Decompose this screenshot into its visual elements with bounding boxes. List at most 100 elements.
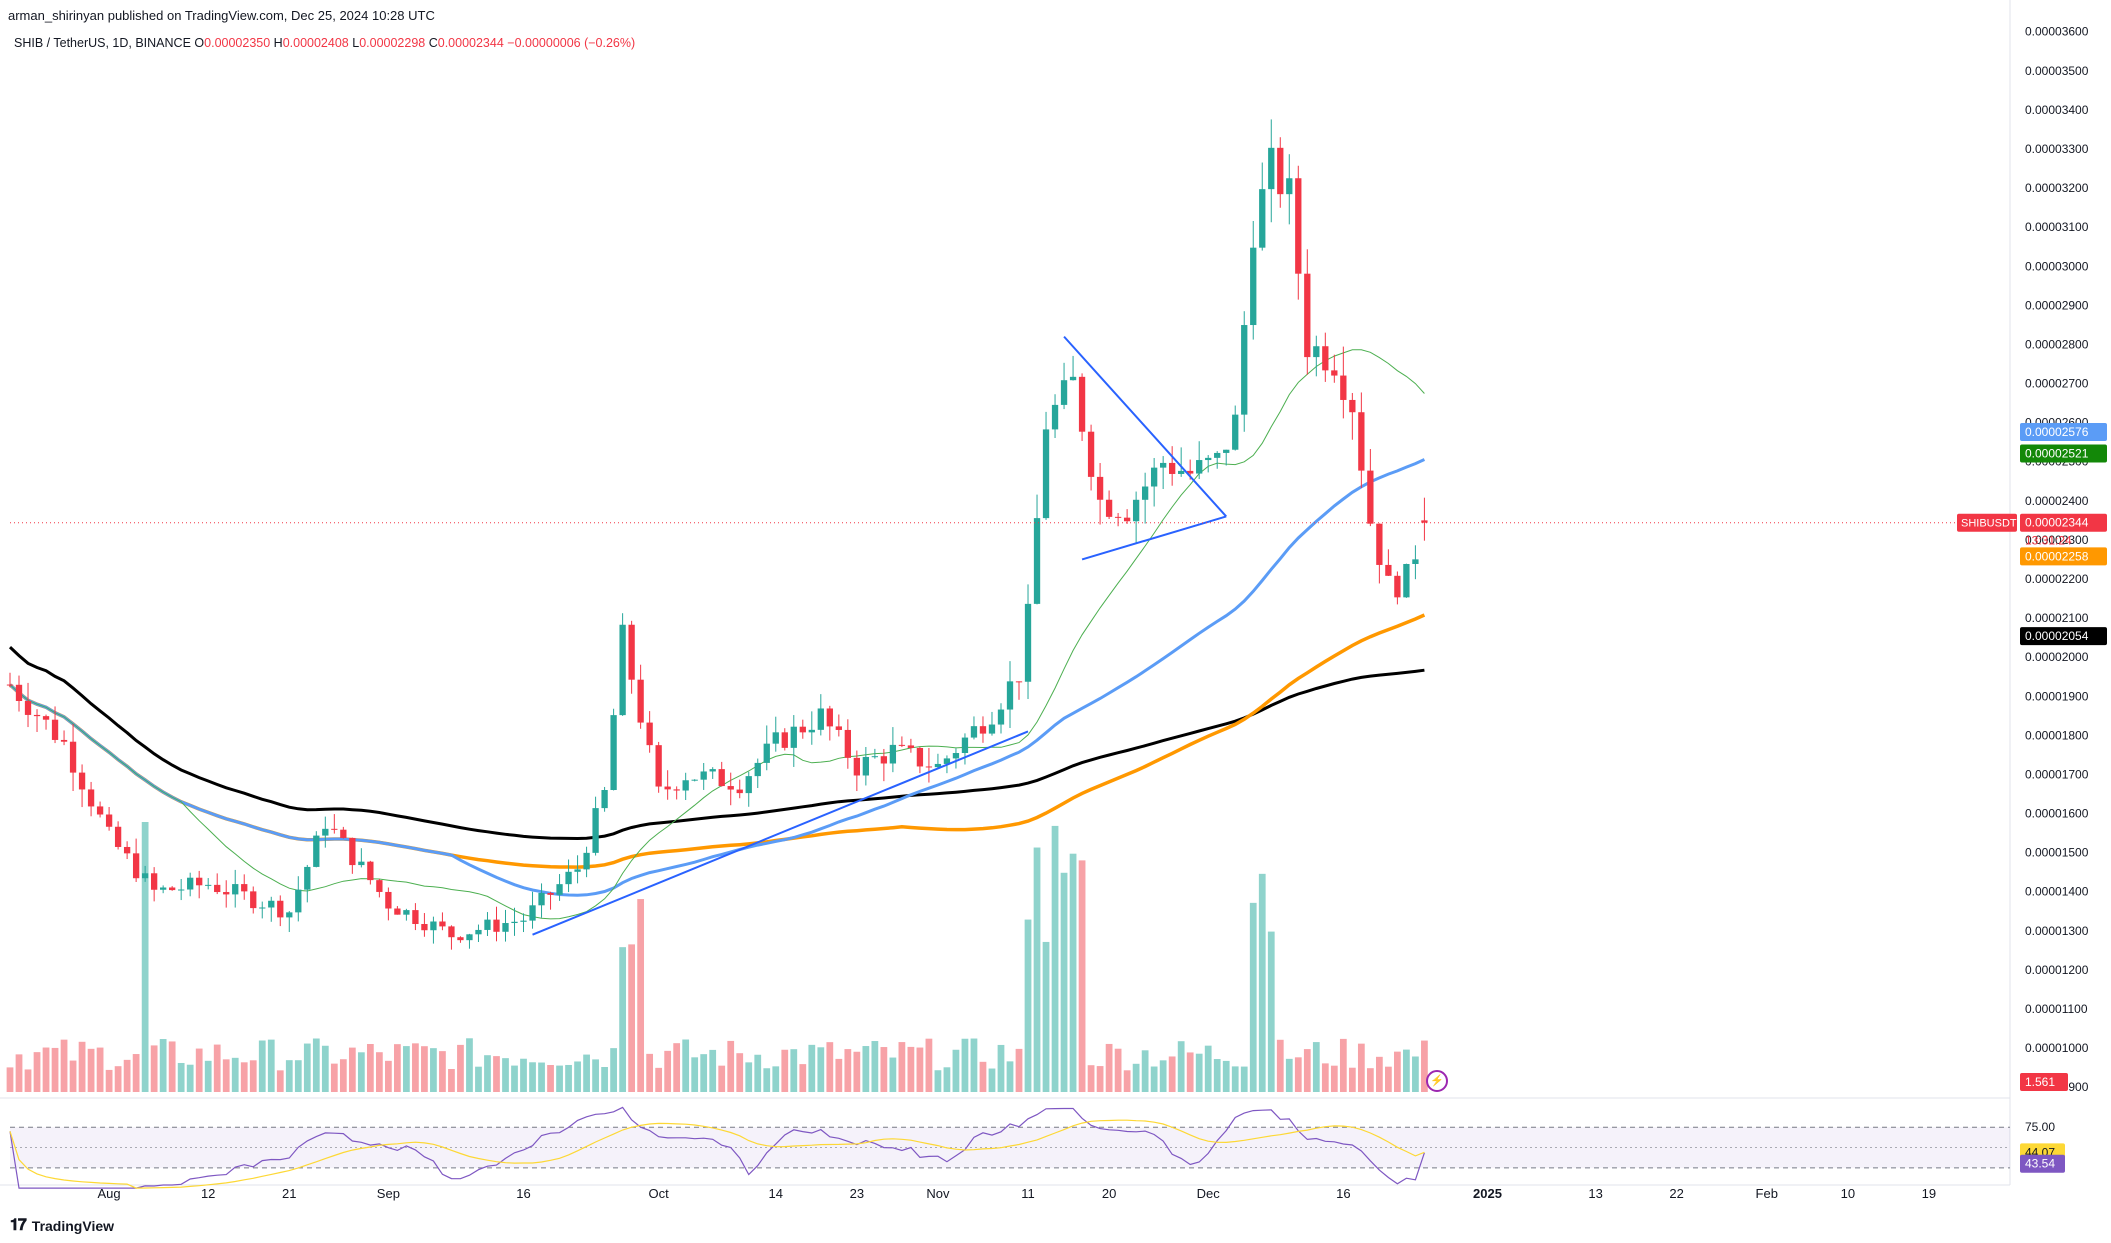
volume-bar: [348, 1047, 356, 1092]
candle-body: [15, 684, 23, 701]
publisher-attribution: arman_shirinyan published on TradingView…: [8, 8, 435, 23]
time-tick-label: Nov: [926, 1186, 950, 1201]
volume-bar: [1186, 1052, 1194, 1092]
candle-body: [808, 729, 815, 733]
candle-body: [1187, 470, 1194, 474]
candle-body: [718, 769, 725, 787]
candle-body: [493, 919, 500, 932]
rsi-value-label: 43.54: [2025, 1157, 2055, 1171]
volume-bar: [574, 1061, 581, 1092]
volume-bar: [24, 1069, 32, 1092]
time-tick-label: 14: [769, 1186, 783, 1201]
candle-body: [592, 808, 599, 853]
candle-body: [421, 924, 428, 931]
candle-body: [24, 700, 32, 715]
candle-body: [367, 861, 374, 881]
volume-bar: [312, 1038, 320, 1092]
volume-bar: [204, 1060, 212, 1092]
candle-body: [1268, 147, 1275, 190]
time-tick-label: Feb: [1756, 1186, 1778, 1201]
candle-body: [970, 726, 978, 738]
price-tick-label: 0.00003200: [2025, 181, 2089, 195]
candle-body: [1060, 380, 1068, 405]
candle-body: [520, 920, 527, 922]
candle-body: [1069, 376, 1077, 381]
candle-body: [1313, 346, 1320, 358]
candle-body: [313, 835, 320, 867]
candle-body: [781, 732, 788, 748]
price-tick-label: 0.00002300: [2025, 533, 2089, 547]
candle-body: [664, 786, 671, 790]
volume-bar: [321, 1045, 329, 1092]
volume-bar: [114, 1066, 122, 1092]
volume-bar: [691, 1057, 699, 1092]
time-tick-label: 12: [201, 1186, 215, 1201]
candle-body: [799, 726, 806, 733]
volume-bar: [339, 1059, 347, 1092]
price-label-badge: [2020, 444, 2107, 463]
candle-body: [141, 873, 149, 879]
candle-body: [916, 747, 924, 767]
candle-body: [682, 780, 689, 791]
candle-body: [60, 739, 68, 742]
candle-body: [565, 871, 572, 885]
candle-body: [430, 921, 437, 931]
candle-body: [1087, 431, 1095, 477]
candle-body: [952, 753, 960, 759]
volume-bar: [1403, 1049, 1410, 1092]
volume-bar: [195, 1048, 203, 1092]
volume-bar: [745, 1062, 753, 1092]
volume-bar: [592, 1059, 599, 1092]
candle-body: [358, 861, 365, 866]
volume-bar: [42, 1047, 50, 1092]
candle-body: [1223, 449, 1230, 453]
candle-body: [1178, 470, 1185, 474]
volume-bar: [1087, 1065, 1095, 1092]
candle-body: [637, 679, 644, 723]
ohlc-close-label: C: [428, 36, 438, 50]
candle-body: [51, 719, 59, 740]
price-tick-label: 0.00001400: [2025, 885, 2089, 899]
candle-body: [1403, 563, 1410, 598]
volume-bar: [799, 1064, 807, 1092]
volume-bar: [1348, 1067, 1356, 1092]
volume-bar: [1385, 1066, 1392, 1092]
volume-bar: [294, 1060, 302, 1092]
price-tick-label: 0.00003100: [2025, 220, 2089, 234]
volume-bar: [1078, 860, 1086, 1092]
candle-body: [511, 921, 518, 924]
volume-bar: [736, 1053, 744, 1092]
volume-bar: [619, 947, 626, 1092]
volume-bar: [168, 1041, 176, 1092]
volume-bar: [781, 1049, 789, 1092]
candle-body: [772, 732, 779, 744]
candle-body: [340, 829, 347, 838]
candle-body: [1033, 518, 1041, 604]
symbol-legend: SHIB / TetherUS, 1D, BINANCE O0.00002350…: [14, 36, 635, 50]
volume-bar: [664, 1050, 672, 1092]
ma-green-line: [9, 349, 1425, 920]
volume-bar: [1357, 1043, 1365, 1092]
volume-bar: [87, 1048, 95, 1092]
candle-body: [700, 771, 707, 780]
candle-body: [1024, 603, 1032, 682]
flash-icon[interactable]: ⚡: [1426, 1070, 1448, 1092]
candle-body: [844, 729, 851, 758]
candle-body: [997, 709, 1005, 725]
volume-bar: [790, 1049, 798, 1092]
candle-body: [556, 884, 563, 895]
volume-bar: [961, 1038, 969, 1092]
volume-bar: [249, 1060, 257, 1092]
price-tick-label: 0.00002000: [2025, 650, 2089, 664]
candle-body: [349, 837, 356, 866]
price-tick-label: 0.00001800: [2025, 728, 2089, 742]
price-tick-label: 0.00003500: [2025, 64, 2089, 78]
volume-bar: [979, 1061, 987, 1092]
volume-bar: [1150, 1066, 1158, 1092]
price-tick-label: 0.00002400: [2025, 494, 2089, 508]
volume-bar: [502, 1058, 509, 1092]
volume-bar: [267, 1039, 275, 1092]
candle-body: [1250, 247, 1257, 326]
volume-bar: [817, 1047, 825, 1092]
